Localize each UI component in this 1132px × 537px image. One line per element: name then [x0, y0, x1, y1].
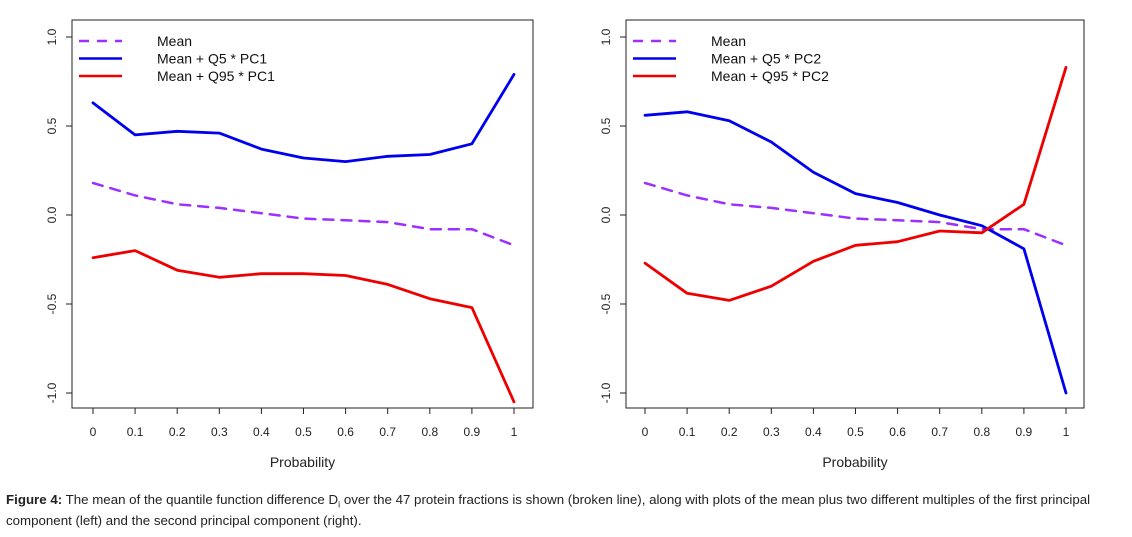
x-tick-label: 0 [642, 425, 649, 439]
legend-label: Mean + Q5 * PC1 [157, 51, 267, 67]
x-tick-label: 0 [90, 425, 97, 439]
legend-label: Mean + Q95 * PC1 [157, 68, 275, 84]
y-tick-label: -0.5 [599, 293, 613, 314]
x-axis-title: Probability [822, 454, 887, 470]
x-tick-label: 0.3 [763, 425, 780, 439]
series-line-2 [643, 110, 1068, 395]
caption-text-part2: over the 47 protein fractions is shown (… [6, 492, 1091, 528]
x-tick-label: 0.9 [464, 425, 481, 439]
caption-text-part1: The mean of the quantile function differ… [62, 492, 339, 507]
series-line-3 [643, 65, 1068, 302]
x-tick-label: 0.7 [379, 425, 396, 439]
caption-label: Figure 4: [6, 492, 63, 507]
figure-caption: Figure 4: The mean of the quantile funct… [6, 492, 1128, 529]
x-tick-label: 1 [1063, 425, 1070, 439]
y-tick-label: 1.0 [599, 28, 613, 45]
x-tick-label: 0.6 [889, 425, 906, 439]
series-line-3 [91, 249, 516, 404]
series-line-2 [91, 73, 516, 164]
x-tick-label: 0.7 [931, 425, 948, 439]
x-tick-label: 0.9 [1016, 425, 1033, 439]
y-tick-label: 0.0 [599, 206, 613, 223]
chart-panel-1: 0 0.1 0.2 0.3 0.4 0.5 0.6 0.7 0.8 0.9 1 -1.0 -0.5 0.0… [45, 19, 534, 470]
x-tick-label: 1 [511, 425, 518, 439]
x-tick-label: 0.2 [169, 425, 186, 439]
y-tick-label: 0.5 [599, 117, 613, 134]
legend-label: Mean [711, 33, 746, 49]
series-line-1 [91, 181, 516, 247]
legend-label: Mean + Q95 * PC2 [711, 68, 829, 84]
x-tick-label: 0.4 [805, 425, 822, 439]
x-tick-label: 0.5 [295, 425, 312, 439]
x-tick-label: 0.1 [679, 425, 696, 439]
x-tick-label: 0.8 [973, 425, 990, 439]
x-tick-label: 0.8 [421, 425, 438, 439]
x-axis-title: Probability [270, 454, 335, 470]
x-tick-label: 0.1 [127, 425, 144, 439]
legend-label: Mean + Q5 * PC2 [711, 51, 821, 67]
x-tick-label: 0.2 [721, 425, 738, 439]
y-tick-label: 0.0 [45, 206, 59, 223]
y-tick-label: 0.5 [45, 117, 59, 134]
series-line-1 [643, 181, 1068, 247]
y-tick-label: 1.0 [45, 28, 59, 45]
x-tick-label: 0.6 [337, 425, 354, 439]
plot-frame [71, 19, 534, 409]
legend-label: Mean [157, 33, 192, 49]
y-tick-label: -1.0 [45, 382, 59, 403]
caption-subscript: i [338, 499, 341, 510]
x-tick-label: 0.3 [211, 425, 228, 439]
chart-panel-2: 0 0.1 0.2 0.3 0.4 0.5 0.6 0.7 0.8 0.9 1 -1.0 -0.5 0.0… [599, 19, 1085, 470]
y-tick-label: -0.5 [45, 293, 59, 314]
figure-plots: 0 0.1 0.2 0.3 0.4 0.5 0.6 0.7 0.8 0.9 1 -1.0 -0.5 0.0… [45, 19, 1085, 470]
y-tick-label: -1.0 [599, 382, 613, 403]
x-tick-label: 0.5 [847, 425, 864, 439]
plot-frame [625, 19, 1085, 409]
x-tick-label: 0.4 [253, 425, 270, 439]
